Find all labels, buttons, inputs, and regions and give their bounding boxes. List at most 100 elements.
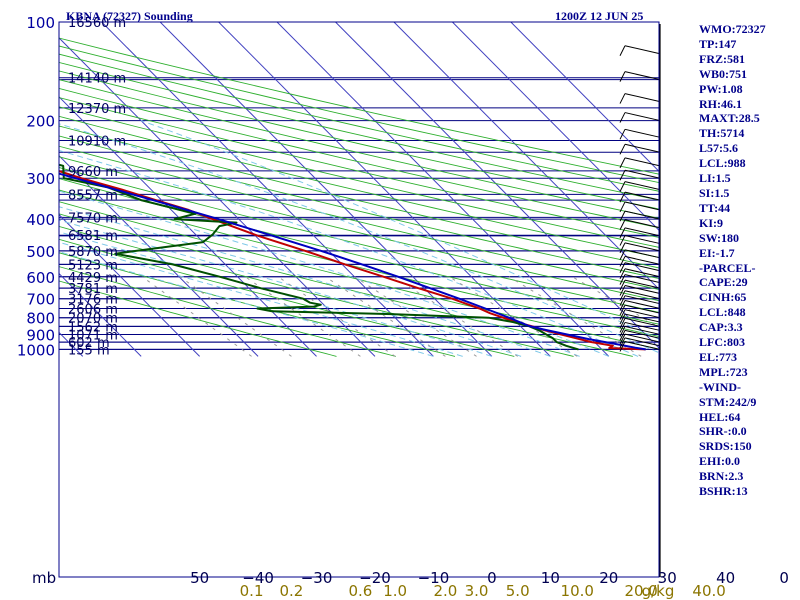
isotherm-line xyxy=(218,22,551,357)
moist-adiabat-line xyxy=(59,206,551,357)
plot-background xyxy=(59,22,659,577)
isotherm-line xyxy=(335,22,659,349)
temperature-tick-label: 20 xyxy=(599,569,618,587)
sounding-index-item: EHI:0.0 xyxy=(699,454,741,469)
dry-adiabat-line xyxy=(59,79,659,219)
wind-barb-flag xyxy=(619,300,626,311)
moist-adiabat-line xyxy=(59,190,580,357)
height-tick-label: 2606 m xyxy=(68,303,118,318)
sounding-index-item: LCL:848 xyxy=(699,305,746,320)
height-tick-label: 9660 m xyxy=(68,165,118,180)
isotherm-line xyxy=(59,272,142,357)
sounding-index-item: BRN:2.3 xyxy=(699,469,744,484)
isotherm-line xyxy=(0,22,24,356)
wind-barb xyxy=(624,93,661,103)
wind-barb xyxy=(624,329,661,339)
dry-adiabat-line xyxy=(59,266,396,357)
wind-barb xyxy=(624,340,661,350)
wind-barb xyxy=(624,71,661,81)
isotherm-line xyxy=(159,22,493,357)
isotherm-line xyxy=(59,155,259,357)
sounding-index-item: HEL:64 xyxy=(699,409,741,424)
wind-barb-flag xyxy=(619,256,626,267)
wind-barb-flag xyxy=(619,285,626,296)
height-tick-label: 10910 m xyxy=(68,134,126,149)
sounding-index-item: CAPE:29 xyxy=(699,275,748,290)
dry-adiabat-line xyxy=(59,45,659,184)
wind-barb xyxy=(624,321,661,331)
temperature-tick-label: 30 xyxy=(658,569,677,587)
wind-barb-flag xyxy=(619,129,626,140)
sounding-index-item: SI:1.5 xyxy=(699,185,730,200)
dry-adiabat-line xyxy=(59,201,659,350)
wind-barb xyxy=(624,181,661,191)
dry-adiabat-line xyxy=(59,61,659,201)
sounding-index-item: TT:44 xyxy=(699,200,731,215)
wind-barb-flag xyxy=(619,181,626,192)
temperature-tick-label: 0 xyxy=(487,569,497,587)
wind-barb xyxy=(624,210,661,220)
wind-barb-flag xyxy=(619,318,626,329)
sounding-index-item: KI:9 xyxy=(699,215,723,230)
dry-adiabat-line xyxy=(59,280,337,357)
isotherm-line xyxy=(59,96,317,357)
pressure-tick-label: 300 xyxy=(26,170,55,188)
wind-barb-flag xyxy=(619,274,626,285)
height-tick-label: 4429 m xyxy=(68,271,118,286)
sounding-index-item: TH:5714 xyxy=(699,126,745,141)
wind-barb xyxy=(624,157,661,167)
pressure-unit-label: mb xyxy=(32,569,56,587)
sounding-indices-panel: WMO:72327 TP:147 FRZ:581 WB0:751 PW:1.08 RH:4… xyxy=(699,22,766,499)
mixing-ratio-label: 20.0 xyxy=(624,582,657,600)
mixing-ratio-label: 1.0 xyxy=(383,582,407,600)
height-tick-label: 14140 m xyxy=(68,72,126,87)
wind-barb-flag xyxy=(619,313,626,325)
wind-barb xyxy=(624,235,661,245)
wind-barb xyxy=(624,317,661,327)
moist-adiabat-line xyxy=(140,120,659,340)
wind-barb-flag xyxy=(619,279,626,291)
mixing-ratio-line xyxy=(277,276,396,357)
wind-barb xyxy=(624,268,661,278)
wind-barb xyxy=(624,285,661,295)
height-tick-label: 602 m xyxy=(68,336,110,351)
wind-barb xyxy=(624,191,661,201)
sounding-index-item: CINH:65 xyxy=(699,290,747,305)
wind-barb xyxy=(624,325,661,335)
mixing-ratio-label: 5.0 xyxy=(506,582,530,600)
temperature-tick-label: −30 xyxy=(301,569,333,587)
wind-barb-flag xyxy=(619,249,626,261)
wind-barb xyxy=(624,304,661,314)
height-tick-label: 3176 m xyxy=(68,293,118,308)
dry-adiabat-line xyxy=(59,156,659,302)
wind-barb-flag xyxy=(619,322,626,333)
wind-barb-flag xyxy=(619,191,626,203)
mixing-ratio-label: 0.2 xyxy=(280,582,304,600)
wind-barb-flag xyxy=(619,290,626,301)
mixing-ratio-line xyxy=(354,276,477,357)
wind-barb xyxy=(624,274,661,284)
wind-barb xyxy=(624,333,661,343)
sounding-index-item: BSHR:13 xyxy=(699,484,748,499)
wind-barb-flag xyxy=(619,262,626,273)
dry-adiabat-line xyxy=(59,53,659,192)
wind-barb xyxy=(624,249,661,259)
wind-barb-flag xyxy=(619,45,626,56)
wind-barb-flag xyxy=(619,295,626,306)
dry-adiabat-line xyxy=(59,135,659,279)
wind-barb-flag xyxy=(619,157,626,169)
sounding-index-item: SRDS:150 xyxy=(699,439,752,454)
dry-adiabat-line xyxy=(59,115,659,258)
dewpoint-profile-line xyxy=(59,163,579,351)
sounding-index-item: WMO:72327 xyxy=(699,22,766,36)
pressure-tick-label: 600 xyxy=(26,269,55,287)
dry-adiabat-line xyxy=(59,87,659,229)
moist-adiabat-line xyxy=(59,241,463,357)
wind-barb-flag xyxy=(619,341,626,352)
isotherm-line xyxy=(59,213,200,357)
height-tick-label: 12370 m xyxy=(68,102,126,117)
wind-barb xyxy=(624,262,661,272)
moist-adiabat-line xyxy=(59,219,522,357)
sounding-index-item: PW:1.08 xyxy=(699,81,743,96)
wind-barb-flag xyxy=(619,309,626,320)
